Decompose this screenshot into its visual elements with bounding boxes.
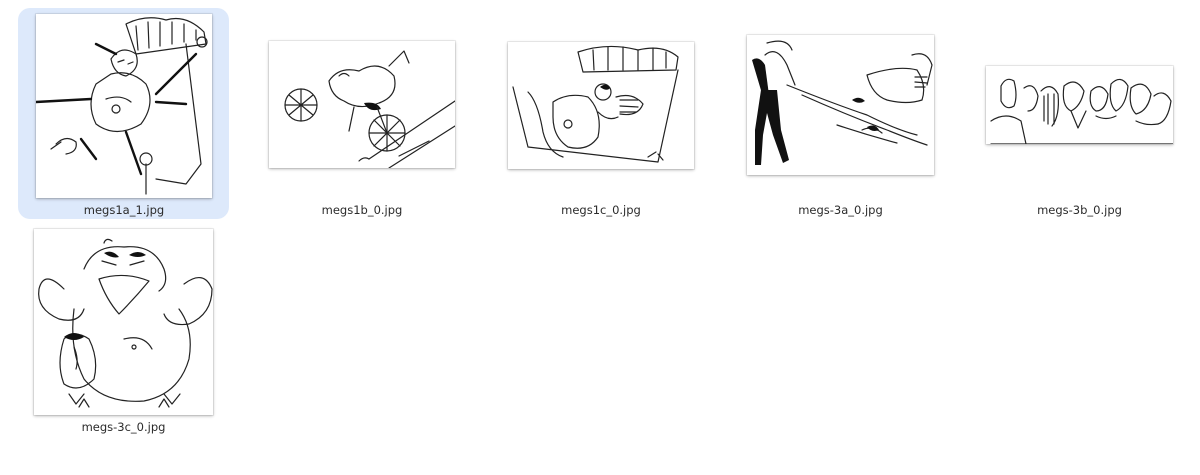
file-name-label: megs1a_1.jpg — [83, 203, 165, 217]
thumbnail-image[interactable] — [269, 41, 455, 168]
cartoon-sketch-icon — [284, 50, 455, 168]
thumbnail-image[interactable] — [986, 66, 1173, 144]
file-item-megs1c[interactable]: megs1c_0.jpg — [480, 0, 720, 225]
file-name-label: megs-3a_0.jpg — [798, 203, 883, 217]
file-item-megs3b[interactable]: megs-3b_0.jpg — [960, 0, 1200, 225]
file-name-label: megs-3c_0.jpg — [81, 420, 166, 434]
file-item-megs3c[interactable]: megs-3c_0.jpg — [0, 225, 240, 450]
thumbnail-image[interactable] — [508, 42, 694, 169]
thumbnail-image[interactable] — [36, 14, 212, 198]
thumbnail-image[interactable] — [34, 229, 213, 415]
file-name-label: megs1c_0.jpg — [561, 203, 641, 217]
cartoon-sketch-icon — [36, 17, 208, 195]
file-item-megs1a[interactable]: megs1a_1.jpg — [0, 0, 240, 225]
file-name-label: megs-3b_0.jpg — [1037, 203, 1122, 217]
cartoon-sketch-icon — [38, 238, 213, 408]
cartoon-sketch-icon — [752, 40, 933, 165]
file-item-megs3a[interactable]: megs-3a_0.jpg — [720, 0, 960, 225]
file-name-label: megs1b_0.jpg — [321, 203, 403, 217]
cartoon-sketch-icon — [512, 45, 679, 163]
file-item-megs1b[interactable]: megs1b_0.jpg — [240, 0, 480, 225]
cartoon-sketch-icon — [990, 78, 1173, 144]
thumbnail-image[interactable] — [747, 35, 934, 175]
